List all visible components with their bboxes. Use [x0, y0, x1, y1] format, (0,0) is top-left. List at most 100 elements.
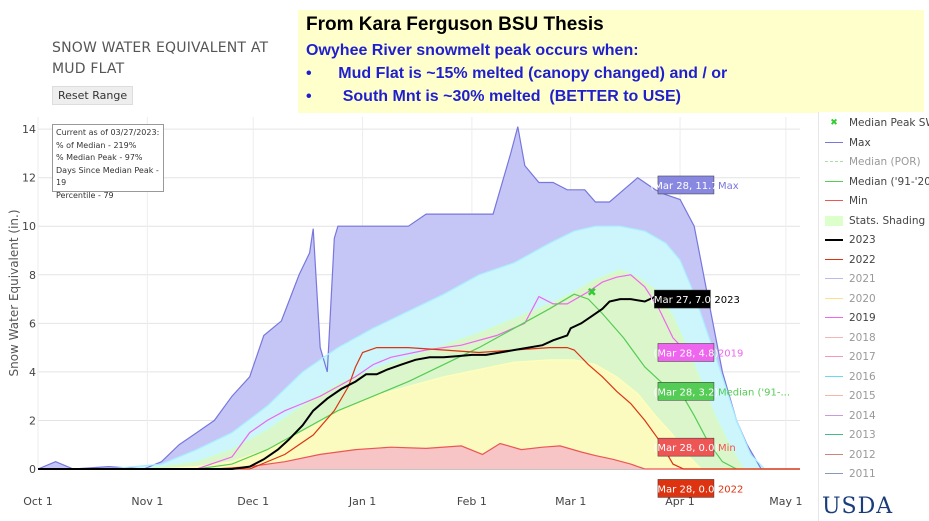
chart-title: SNOW WATER EQUIVALENT AT MUD FLAT: [52, 38, 282, 80]
annotation-series-label: 2023: [714, 295, 739, 306]
swe-chart[interactable]: 0 2 4 6 8 10 12 14 Oct 1 Nov 1 Dec 1 Jan 1 Feb 1 Mar …: [0, 0, 818, 521]
annotation-box: [657, 437, 715, 457]
y-tick-label: 14: [22, 123, 36, 136]
x-tick-label: May 1: [769, 495, 802, 508]
note-line: • Mud Flat is ~15% melted (canopy change…: [306, 65, 728, 82]
legend-symbol: [825, 196, 843, 206]
hover-annotation: (Mar 28, 4.8) 2019: [654, 343, 743, 362]
current-stats-box: Current as of 03/27/2023: % of Median - …: [52, 124, 164, 200]
series-line-stats-shading-50-: [38, 359, 800, 470]
legend-label: Median ('91-'20): [849, 175, 929, 188]
legend-symbol: [825, 313, 843, 323]
annotation-value: (Mar 28, 4.8): [654, 348, 719, 359]
legend-symbol: [825, 157, 843, 167]
legend-symbol: [825, 235, 843, 245]
legend-item[interactable]: 2021: [825, 271, 876, 287]
legend-symbol: [825, 372, 843, 382]
legend-item[interactable]: 2018: [825, 330, 876, 346]
annotation-box: [657, 175, 715, 195]
y-tick-label: 4: [29, 366, 36, 379]
legend-label: Min: [849, 195, 868, 207]
legend-item[interactable]: 2023: [825, 232, 876, 248]
legend-symbol: [825, 215, 843, 226]
legend-label: 2014: [849, 409, 876, 422]
legend-item[interactable]: 2011: [825, 466, 876, 482]
annotation-series-label: Median ('91-...: [718, 387, 790, 398]
legend-label: Stats. Shading: [849, 214, 926, 227]
series-area-min: [38, 443, 800, 469]
legend-symbol: [825, 430, 843, 440]
annotation-series-label: 2022: [718, 484, 743, 495]
y-axis-label: Snow Water Equivalent (in.): [7, 209, 21, 376]
annotation-box: [657, 382, 715, 401]
chart-legend: ✖ Median Peak SWE Max Median (POR) Median ('…: [818, 112, 929, 521]
stats-line: % of Median - 219%: [56, 140, 137, 150]
series-line-stats-shading-90-: [38, 225, 800, 470]
legend-item[interactable]: Stats. Shading: [825, 213, 925, 229]
legend-item[interactable]: 2012: [825, 447, 876, 463]
annotation-box: [657, 479, 715, 498]
y-tick-label: 10: [22, 220, 36, 233]
legend-item[interactable]: 2015: [825, 388, 876, 404]
legend-label: Median Peak SWE: [849, 117, 929, 129]
x-tick-label: Feb 1: [457, 495, 487, 508]
x-tick-label: Apr 1: [665, 495, 695, 508]
legend-label: 2020: [849, 292, 876, 305]
annotation-value: (Mar 27, 7.0): [650, 295, 715, 306]
legend-label: 2013: [849, 429, 876, 441]
series-area-stats-shading-50-: [38, 359, 800, 469]
legend-symbol: [825, 333, 843, 343]
legend-label: 2021: [849, 273, 876, 285]
hover-annotation: (Mar 27, 7.0) 2023: [650, 289, 740, 309]
y-tick-label: 0: [29, 463, 36, 476]
legend-item[interactable]: ✖ Median Peak SWE: [825, 115, 929, 131]
legend-label: Median (POR): [849, 156, 921, 168]
annotation-box: [654, 289, 711, 309]
legend-item[interactable]: Min: [825, 193, 868, 209]
annotation-value: (Mar 28, 11.7): [650, 181, 721, 192]
hover-annotation: (Mar 28, 0.0) Min: [654, 437, 736, 457]
legend-item[interactable]: Median ('91-'20): [825, 174, 929, 190]
annotation-value: (Mar 28, 0.0): [654, 443, 719, 454]
legend-item[interactable]: 2022: [825, 252, 876, 268]
annotation-series-label: 2019: [718, 348, 743, 359]
legend-item[interactable]: 2016: [825, 369, 876, 385]
legend-label: 2017: [849, 351, 876, 363]
y-tick-label: 6: [29, 317, 36, 330]
x-tick-label: Dec 1: [237, 495, 269, 508]
annotation-series-label: Min: [718, 443, 736, 454]
legend-symbol: ✖: [830, 118, 838, 128]
legend-item[interactable]: 2019: [825, 310, 876, 326]
legend-item[interactable]: 2014: [825, 408, 876, 424]
stats-line: % Median Peak - 97%: [56, 153, 143, 162]
usda-logo: USDA: [822, 494, 894, 519]
legend-label: 2019: [849, 312, 876, 324]
legend-item[interactable]: 2020: [825, 291, 876, 307]
series-line-max: [37, 126, 800, 470]
reset-range-button[interactable]: Reset Range: [52, 86, 134, 105]
annotation-series-label: Max: [718, 181, 739, 192]
y-tick-label: 2: [29, 414, 36, 427]
legend-label: 2018: [849, 331, 876, 344]
legend-symbol: [825, 274, 843, 284]
legend-item[interactable]: Max: [825, 135, 871, 151]
legend-item[interactable]: 2013: [825, 427, 876, 443]
annotation-box: [657, 343, 715, 362]
x-tick-label: Jan 1: [348, 495, 376, 508]
legend-item[interactable]: 2017: [825, 349, 876, 365]
legend-symbol: [825, 294, 843, 304]
x-tick-label: Oct 1: [23, 495, 53, 508]
legend-label: 2015: [849, 390, 876, 402]
stats-line: Current as of 03/27/2023:: [56, 128, 160, 137]
hover-annotation: (Mar 28, 0.0) 2022: [654, 479, 743, 498]
chart-title-line: MUD FLAT: [52, 61, 125, 77]
x-tick-label: Mar 1: [555, 495, 586, 508]
legend-label: 2023: [849, 234, 876, 246]
note-title: From Kara Ferguson BSU Thesis: [306, 14, 604, 35]
note-line: • South Mnt is ~30% melted (BETTER to US…: [306, 88, 681, 105]
legend-item[interactable]: Median (POR): [825, 154, 921, 170]
annotation-value: (Mar 28, 0.0): [654, 484, 719, 495]
stats-line: Percentile - 79: [56, 190, 114, 200]
legend-symbol: [825, 138, 843, 148]
